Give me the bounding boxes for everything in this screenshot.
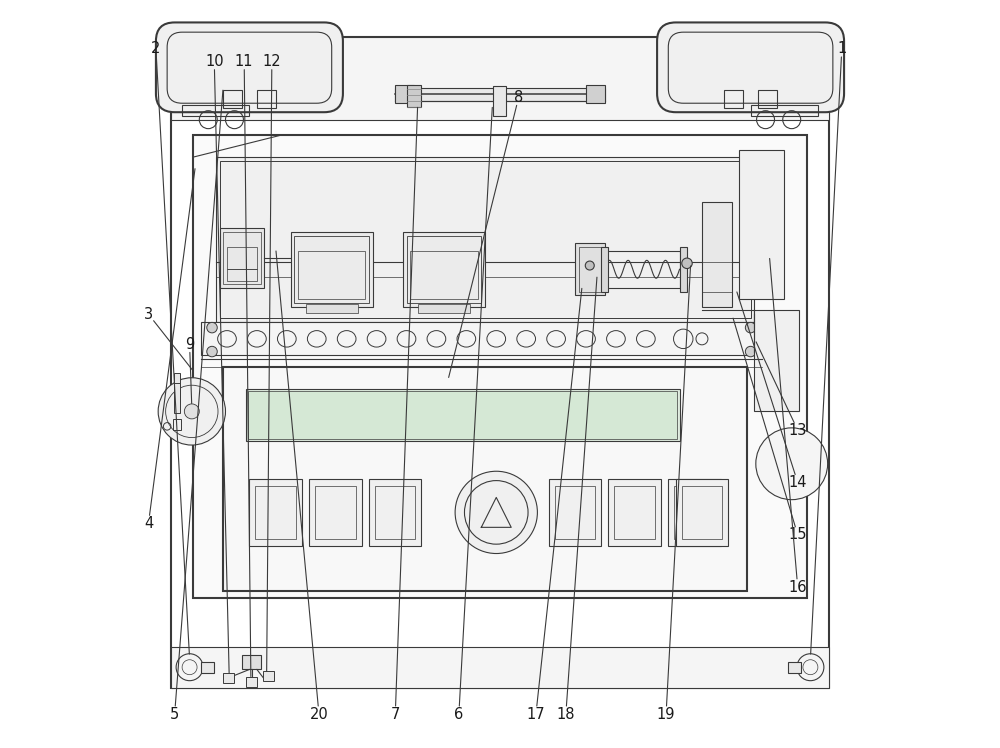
Text: 8: 8 bbox=[514, 90, 523, 105]
Circle shape bbox=[585, 261, 594, 270]
Bar bbox=[369, 479, 421, 546]
Text: 14: 14 bbox=[788, 475, 807, 490]
Bar bbox=[249, 479, 302, 546]
Text: 11: 11 bbox=[235, 54, 253, 69]
Text: 13: 13 bbox=[789, 423, 807, 438]
Bar bbox=[294, 236, 369, 303]
Bar bbox=[614, 486, 655, 539]
Bar bbox=[575, 243, 605, 295]
Bar bbox=[182, 105, 249, 116]
Bar bbox=[758, 90, 777, 108]
Bar bbox=[257, 90, 276, 108]
Text: 10: 10 bbox=[205, 54, 224, 69]
Bar bbox=[493, 86, 506, 116]
Bar bbox=[201, 662, 214, 673]
Bar bbox=[171, 37, 829, 120]
Bar bbox=[223, 367, 747, 591]
Bar bbox=[223, 673, 234, 683]
Circle shape bbox=[207, 346, 217, 357]
Bar bbox=[605, 251, 680, 288]
Bar bbox=[248, 391, 677, 439]
Bar bbox=[406, 236, 481, 303]
FancyBboxPatch shape bbox=[156, 22, 343, 112]
Bar bbox=[306, 304, 358, 313]
Text: 3: 3 bbox=[144, 307, 153, 322]
Bar bbox=[174, 373, 180, 402]
Circle shape bbox=[756, 428, 828, 500]
Bar bbox=[403, 232, 485, 307]
Bar bbox=[223, 232, 261, 284]
Bar bbox=[173, 419, 181, 430]
Bar bbox=[702, 202, 732, 307]
Bar bbox=[754, 310, 799, 411]
Bar bbox=[246, 677, 257, 687]
Circle shape bbox=[455, 471, 537, 554]
Bar bbox=[223, 90, 242, 108]
Text: 9: 9 bbox=[185, 337, 194, 352]
Text: 6: 6 bbox=[454, 707, 463, 722]
Text: 12: 12 bbox=[263, 54, 281, 69]
Bar bbox=[227, 247, 257, 269]
Bar bbox=[216, 157, 754, 322]
Bar bbox=[193, 135, 807, 598]
Bar bbox=[410, 251, 478, 299]
Text: 2: 2 bbox=[151, 41, 161, 56]
Bar bbox=[298, 251, 365, 299]
Text: 19: 19 bbox=[657, 707, 675, 722]
Bar bbox=[309, 479, 362, 546]
Bar bbox=[220, 161, 751, 318]
Bar bbox=[680, 247, 687, 292]
Circle shape bbox=[745, 322, 756, 333]
Text: 18: 18 bbox=[557, 707, 575, 722]
Bar bbox=[608, 479, 661, 546]
Bar bbox=[601, 247, 608, 292]
Bar bbox=[668, 479, 721, 546]
Bar bbox=[674, 486, 715, 539]
Bar bbox=[418, 304, 470, 313]
Circle shape bbox=[207, 322, 217, 333]
Bar bbox=[724, 90, 743, 108]
Circle shape bbox=[184, 404, 199, 419]
Bar bbox=[171, 647, 829, 688]
Bar bbox=[315, 486, 356, 539]
Bar bbox=[171, 37, 829, 688]
Text: 5: 5 bbox=[170, 707, 179, 722]
Circle shape bbox=[682, 258, 692, 269]
Bar bbox=[579, 247, 601, 292]
Bar bbox=[676, 479, 728, 546]
Bar bbox=[395, 85, 414, 103]
FancyBboxPatch shape bbox=[657, 22, 844, 112]
Text: 4: 4 bbox=[144, 516, 153, 531]
Bar bbox=[220, 228, 264, 288]
Bar bbox=[555, 486, 595, 539]
Bar bbox=[174, 383, 180, 413]
Text: 20: 20 bbox=[310, 707, 328, 722]
Bar bbox=[395, 88, 605, 101]
Bar bbox=[255, 486, 296, 539]
Text: 7: 7 bbox=[391, 707, 400, 722]
Circle shape bbox=[158, 378, 225, 445]
Text: 16: 16 bbox=[788, 580, 807, 595]
Text: 17: 17 bbox=[527, 707, 545, 722]
Bar bbox=[682, 486, 722, 539]
Bar bbox=[242, 654, 261, 669]
Bar bbox=[751, 105, 818, 116]
Text: 1: 1 bbox=[837, 41, 846, 56]
Bar bbox=[246, 389, 680, 441]
Bar bbox=[227, 269, 257, 280]
Bar bbox=[263, 671, 274, 681]
Circle shape bbox=[745, 346, 756, 357]
Text: 15: 15 bbox=[788, 527, 807, 542]
Bar bbox=[549, 479, 601, 546]
Bar bbox=[406, 85, 421, 107]
Bar bbox=[788, 662, 801, 673]
Bar bbox=[375, 486, 415, 539]
Bar bbox=[201, 322, 762, 355]
Bar bbox=[291, 232, 373, 307]
Bar bbox=[586, 85, 605, 103]
Bar bbox=[739, 150, 784, 299]
